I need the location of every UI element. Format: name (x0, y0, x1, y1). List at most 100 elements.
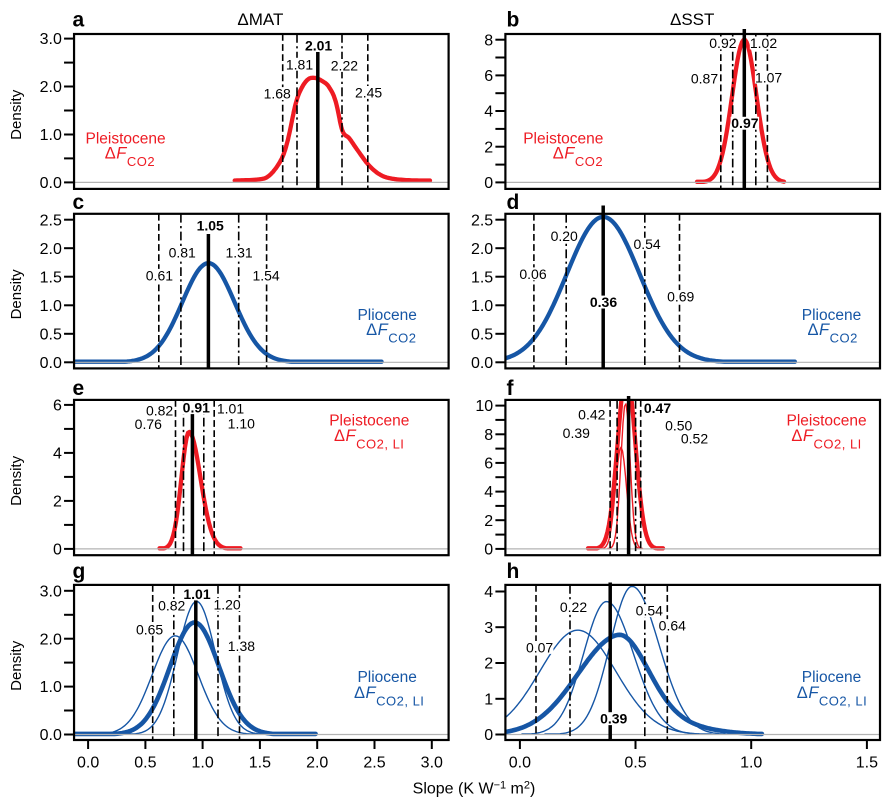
svg-text:3.0: 3.0 (40, 31, 62, 48)
svg-text:1.0: 1.0 (40, 679, 62, 696)
svg-text:4: 4 (484, 484, 493, 501)
svg-text:1.81: 1.81 (286, 56, 313, 72)
svg-text:1.68: 1.68 (264, 86, 291, 102)
svg-text:0: 0 (484, 727, 493, 744)
svg-text:Pliocene: Pliocene (357, 307, 416, 324)
svg-text:2.0: 2.0 (40, 241, 62, 258)
svg-text:0.36: 0.36 (590, 294, 617, 310)
svg-text:1.0: 1.0 (740, 754, 762, 771)
svg-text:h: h (507, 560, 520, 583)
svg-text:0.5: 0.5 (471, 326, 493, 343)
svg-text:2: 2 (484, 513, 493, 530)
svg-text:4: 4 (484, 584, 493, 601)
svg-text:0.82: 0.82 (146, 402, 173, 418)
svg-text:0.5: 0.5 (40, 326, 62, 343)
svg-text:0.22: 0.22 (560, 599, 587, 615)
svg-text:0.5: 0.5 (134, 754, 156, 771)
svg-text:10: 10 (475, 398, 493, 415)
svg-text:2.01: 2.01 (305, 38, 332, 54)
svg-text:0.91: 0.91 (183, 400, 210, 416)
svg-text:0.76: 0.76 (135, 416, 162, 432)
svg-text:1.20: 1.20 (213, 597, 240, 613)
svg-text:d: d (507, 191, 520, 214)
svg-text:2.5: 2.5 (40, 212, 62, 229)
svg-text:0.81: 0.81 (169, 245, 196, 261)
svg-text:2: 2 (53, 494, 62, 511)
svg-text:0.0: 0.0 (40, 727, 62, 744)
svg-text:2.5: 2.5 (471, 212, 493, 229)
svg-text:1.01: 1.01 (183, 586, 210, 602)
svg-text:0.39: 0.39 (563, 425, 590, 441)
svg-text:0.52: 0.52 (681, 430, 708, 446)
svg-text:Pleistocene: Pleistocene (329, 412, 409, 429)
svg-text:0.0: 0.0 (509, 754, 531, 771)
svg-text:Pleistocene: Pleistocene (86, 131, 166, 148)
svg-text:1.54: 1.54 (252, 267, 279, 283)
svg-text:4: 4 (53, 446, 62, 463)
svg-text:1.02: 1.02 (750, 35, 777, 51)
svg-text:0: 0 (53, 542, 62, 559)
svg-text:0.69: 0.69 (667, 289, 694, 305)
svg-text:b: b (507, 8, 520, 31)
svg-text:0: 0 (484, 175, 493, 192)
svg-text:1.0: 1.0 (40, 298, 62, 315)
svg-text:2.0: 2.0 (40, 79, 62, 96)
svg-text:0.47: 0.47 (644, 400, 671, 416)
svg-text:1.38: 1.38 (228, 638, 255, 654)
svg-text:6: 6 (484, 456, 493, 473)
svg-text:2.0: 2.0 (40, 631, 62, 648)
svg-text:0.82: 0.82 (158, 598, 185, 614)
svg-text:2: 2 (484, 656, 493, 673)
svg-text:2.0: 2.0 (306, 754, 328, 771)
svg-text:1.5: 1.5 (40, 269, 62, 286)
svg-text:0.0: 0.0 (77, 754, 99, 771)
svg-text:2.0: 2.0 (471, 241, 493, 258)
svg-text:Pleistocene: Pleistocene (523, 131, 603, 148)
svg-text:0.54: 0.54 (633, 236, 660, 252)
svg-text:1.05: 1.05 (197, 218, 224, 234)
svg-text:1.5: 1.5 (856, 754, 878, 771)
svg-text:3.0: 3.0 (421, 754, 443, 771)
svg-text:1: 1 (484, 691, 493, 708)
svg-text:4: 4 (484, 104, 493, 121)
svg-text:0.06: 0.06 (519, 266, 546, 282)
svg-text:8: 8 (484, 32, 493, 49)
svg-text:Density: Density (8, 269, 25, 320)
svg-text:3: 3 (484, 620, 493, 637)
svg-text:Pliocene: Pliocene (802, 307, 861, 324)
svg-text:ΔMAT: ΔMAT (237, 10, 283, 29)
svg-text:2: 2 (484, 139, 493, 156)
svg-text:ΔSST: ΔSST (670, 10, 714, 29)
svg-text:Slope (K W−1 m2): Slope (K W−1 m2) (413, 780, 536, 798)
svg-text:1.10: 1.10 (228, 415, 255, 431)
svg-text:0.87: 0.87 (691, 70, 718, 86)
svg-text:0.0: 0.0 (40, 355, 62, 372)
svg-text:0.5: 0.5 (624, 754, 646, 771)
svg-text:0.97: 0.97 (731, 115, 758, 131)
svg-text:1.07: 1.07 (755, 69, 782, 85)
svg-text:0.65: 0.65 (136, 621, 163, 637)
svg-text:0.92: 0.92 (709, 35, 736, 51)
svg-text:0: 0 (484, 542, 493, 559)
svg-text:0.0: 0.0 (40, 175, 62, 192)
svg-text:0.61: 0.61 (146, 267, 173, 283)
svg-text:6: 6 (53, 398, 62, 415)
svg-text:8: 8 (484, 427, 493, 444)
svg-text:0.54: 0.54 (636, 603, 663, 619)
svg-text:6: 6 (484, 68, 493, 85)
svg-text:0.07: 0.07 (526, 640, 553, 656)
svg-text:1.0: 1.0 (191, 754, 213, 771)
svg-text:a: a (73, 8, 85, 31)
svg-text:ΔFCO2, LI: ΔFCO2, LI (354, 684, 424, 709)
svg-text:f: f (507, 377, 515, 400)
svg-text:c: c (73, 191, 85, 214)
svg-text:Pliocene: Pliocene (357, 669, 416, 686)
svg-text:2.22: 2.22 (331, 58, 358, 74)
svg-text:Density: Density (8, 640, 25, 691)
svg-text:0.0: 0.0 (471, 355, 493, 372)
svg-text:1.0: 1.0 (471, 298, 493, 315)
svg-text:3.0: 3.0 (40, 583, 62, 600)
svg-text:Density: Density (8, 455, 25, 506)
svg-text:0.20: 0.20 (551, 228, 578, 244)
svg-text:1.01: 1.01 (217, 401, 244, 417)
